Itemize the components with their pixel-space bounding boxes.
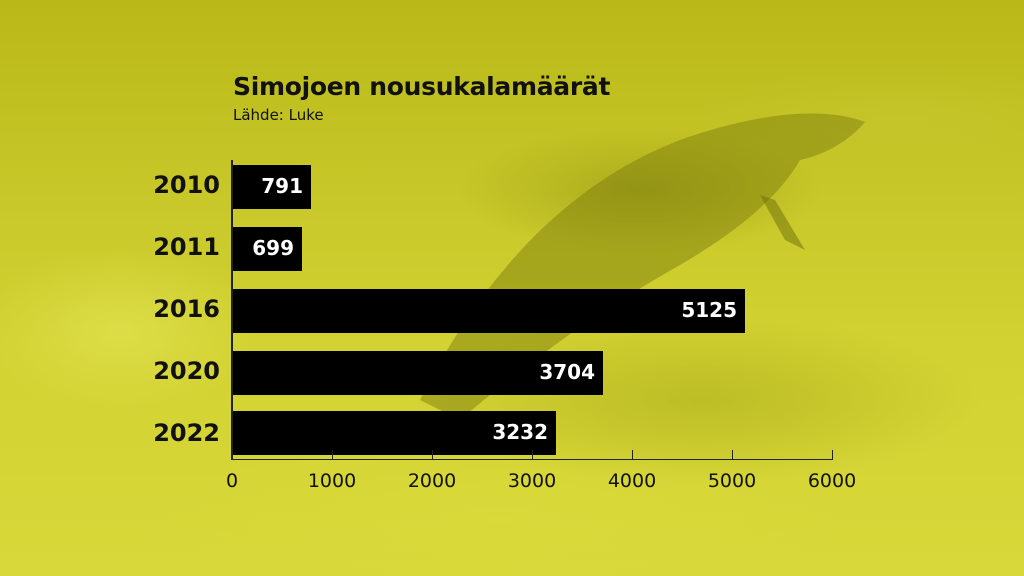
bar-2022: 3232 xyxy=(232,411,556,455)
category-label: 2011 xyxy=(153,233,220,261)
bar-value: 3704 xyxy=(539,360,595,384)
x-tick-label: 1000 xyxy=(307,470,357,492)
bar-2016: 5125 xyxy=(232,289,745,333)
x-tick xyxy=(232,450,233,460)
bar-2020: 3704 xyxy=(232,351,603,395)
bar-value: 791 xyxy=(261,174,303,198)
category-label: 2016 xyxy=(153,295,220,323)
x-tick-label: 3000 xyxy=(507,470,557,492)
x-tick xyxy=(832,450,833,460)
bar-value: 5125 xyxy=(681,298,737,322)
bar-value: 3232 xyxy=(492,420,548,444)
category-label: 2010 xyxy=(153,171,220,199)
x-tick xyxy=(732,450,733,460)
x-tick xyxy=(332,450,333,460)
bar-2010: 791 xyxy=(232,165,311,209)
category-label: 2022 xyxy=(153,419,220,447)
chart-source: Lähde: Luke xyxy=(233,106,324,124)
x-tick xyxy=(632,450,633,460)
x-tick-label: 6000 xyxy=(807,470,857,492)
chart-title: Simojoen nousukalamäärät xyxy=(233,72,611,101)
x-tick xyxy=(532,450,533,460)
bar-2011: 699 xyxy=(232,227,302,271)
x-tick-label: 5000 xyxy=(707,470,757,492)
salmon-image xyxy=(420,113,865,420)
x-tick-label: 0 xyxy=(225,470,239,492)
bar-value: 699 xyxy=(252,236,294,260)
category-label: 2020 xyxy=(153,357,220,385)
x-tick-label: 2000 xyxy=(407,470,457,492)
x-tick xyxy=(432,450,433,460)
x-tick-label: 4000 xyxy=(607,470,657,492)
y-axis-line xyxy=(231,160,233,460)
